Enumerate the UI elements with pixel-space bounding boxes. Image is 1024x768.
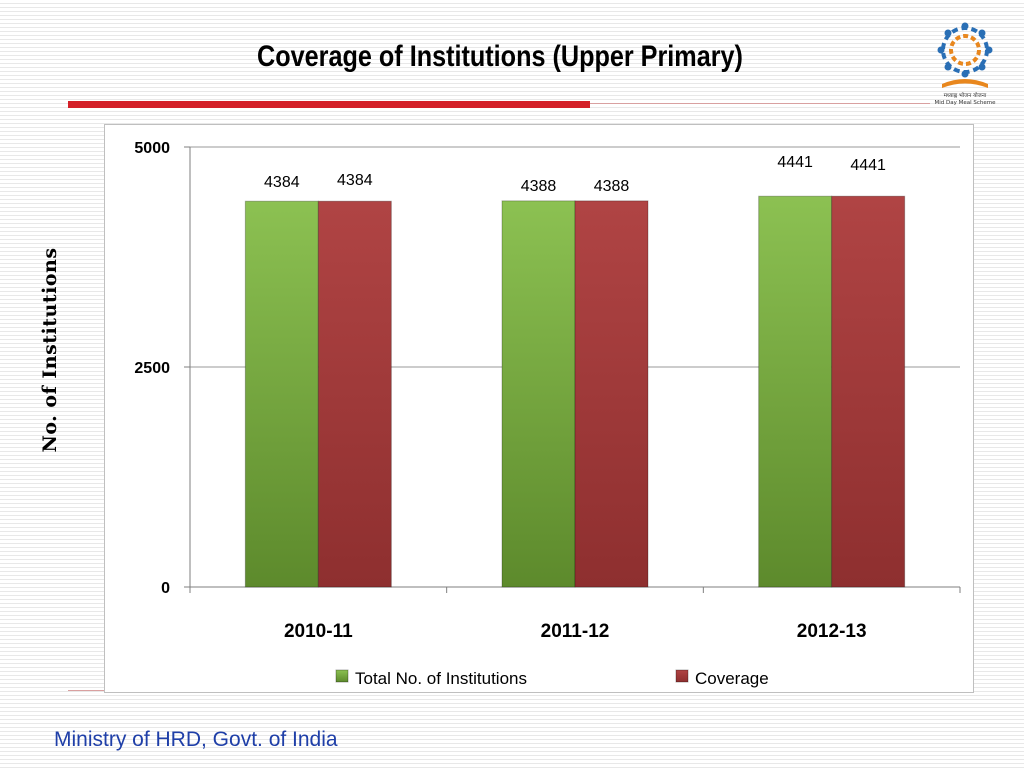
data-label-coverage-2011-12: 4388 [594, 178, 630, 195]
data-label-total-2010-11: 4384 [264, 174, 300, 191]
x-tick-label-2010-11: 2010-11 [284, 621, 353, 642]
logo-caption-hindi: मध्याह्न भोजन योजना [944, 92, 987, 99]
y-tick-label-2500: 2500 [134, 360, 170, 377]
bar-coverage-2010-11 [317, 200, 392, 588]
legend-swatch-total [335, 669, 349, 683]
bar-total-2011-12 [501, 200, 576, 588]
title-rule-thin [590, 103, 930, 104]
logo-caption-english: Mid Day Meal Scheme [934, 100, 996, 106]
logo-ring-icon [937, 22, 993, 88]
legend-label-coverage: Coverage [695, 669, 769, 688]
slide-title: Coverage of Institutions (Upper Primary) [257, 40, 743, 73]
data-label-total-2012-13: 4441 [777, 154, 813, 171]
x-tick-label-2011-12: 2011-12 [541, 621, 610, 642]
data-label-coverage-2010-11: 4384 [337, 172, 373, 189]
y-tick-label-5000: 5000 [134, 140, 170, 157]
x-tick-label-2012-13: 2012-13 [797, 621, 867, 642]
bar-coverage-2012-13 [831, 195, 906, 588]
bar-coverage-2011-12 [574, 200, 649, 588]
footer-text: Ministry of HRD, Govt. of India [54, 728, 338, 751]
mid-day-meal-logo: मध्याह्न भोजन योजना Mid Day Meal Scheme [928, 16, 1002, 106]
footer-rule [68, 690, 108, 691]
data-label-coverage-2012-13: 4441 [850, 157, 886, 174]
data-label-total-2011-12: 4388 [521, 178, 557, 195]
legend-label-total: Total No. of Institutions [355, 669, 527, 688]
bar-total-2010-11 [244, 200, 319, 588]
title-underline [68, 101, 590, 108]
legend-swatch-coverage [675, 669, 689, 683]
y-tick-label-0: 0 [161, 580, 170, 597]
bar-total-2012-13 [758, 195, 833, 588]
